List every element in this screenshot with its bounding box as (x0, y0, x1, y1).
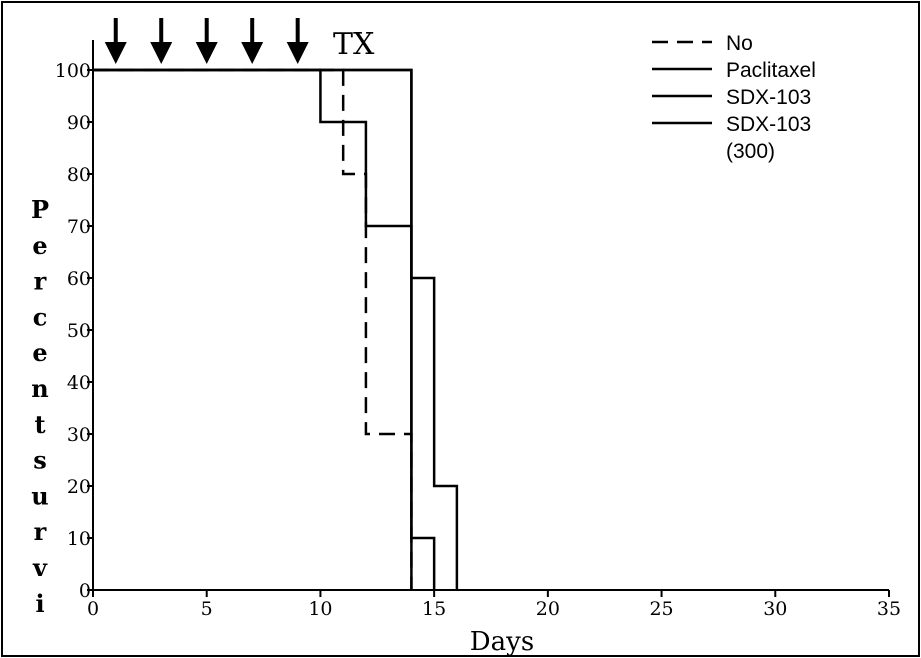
series-line-sdx-103 (93, 68, 436, 590)
x-tick-label: 5 (201, 598, 213, 620)
treatment-arrow-icon (241, 18, 264, 64)
series-line-sdx-103-300 (93, 68, 459, 590)
y-tick-label: 90 (67, 112, 91, 134)
y-axis-label-letter: v (32, 553, 48, 582)
y-tick-label: 80 (67, 164, 91, 186)
y-axis-label-letter: t (34, 410, 45, 439)
y-axis-label-letter: e (32, 338, 47, 367)
x-tick-label: 35 (877, 598, 901, 620)
legend-label: No (726, 32, 753, 55)
y-axis-label-letter: r (34, 267, 47, 296)
treatment-arrow-icon (104, 18, 127, 64)
y-tick-label: 50 (67, 320, 91, 342)
x-tick-label: 30 (763, 598, 787, 620)
x-tick-label: 25 (649, 598, 673, 620)
x-tick-label: 20 (536, 598, 560, 620)
y-axis-label-letter: P (31, 195, 49, 224)
y-tick-label: 0 (79, 580, 91, 602)
y-tick-label: 60 (67, 268, 91, 290)
x-axis-label: Days (470, 627, 534, 657)
y-axis-label-letter: s (33, 446, 47, 475)
y-tick-label: 100 (55, 60, 91, 82)
legend-label: (300) (726, 140, 775, 163)
treatment-arrow-icon (195, 18, 218, 64)
series-line-no (93, 68, 413, 590)
legend-label: SDX-103 (726, 113, 811, 136)
treatment-arrows (104, 18, 309, 64)
y-axis-label-letter: i (35, 589, 44, 618)
legend: No Paclitaxel SDX-103 SDX-103 (300) (652, 32, 816, 163)
y-axis-label-letter: u (31, 481, 48, 510)
series-group (93, 68, 459, 590)
treatment-annotation: TX (333, 27, 375, 62)
x-tick-label: 15 (422, 598, 446, 620)
treatment-arrow-icon (286, 18, 309, 64)
legend-label: SDX-103 (726, 86, 811, 109)
y-axis-label-letter: e (32, 231, 47, 260)
axes: 0 10 20 30 40 50 60 70 80 90 100 0 5 10 15 20 25 30 35 (55, 40, 901, 620)
x-tick-label: 10 (308, 598, 332, 620)
y-axis-label-letter: n (31, 374, 48, 403)
y-tick-label: 70 (67, 216, 91, 238)
treatment-arrow-icon (150, 18, 173, 64)
y-tick-label: 20 (67, 476, 91, 498)
y-axis-label-letter: c (33, 302, 48, 331)
y-axis-label-letter: r (34, 517, 47, 546)
y-tick-label: 30 (67, 424, 91, 446)
y-tick-label: 40 (67, 372, 91, 394)
legend-label: Paclitaxel (726, 59, 816, 82)
x-tick-label: 0 (87, 598, 99, 620)
y-tick-label: 10 (67, 528, 91, 550)
series-line-paclitaxel (93, 68, 413, 590)
